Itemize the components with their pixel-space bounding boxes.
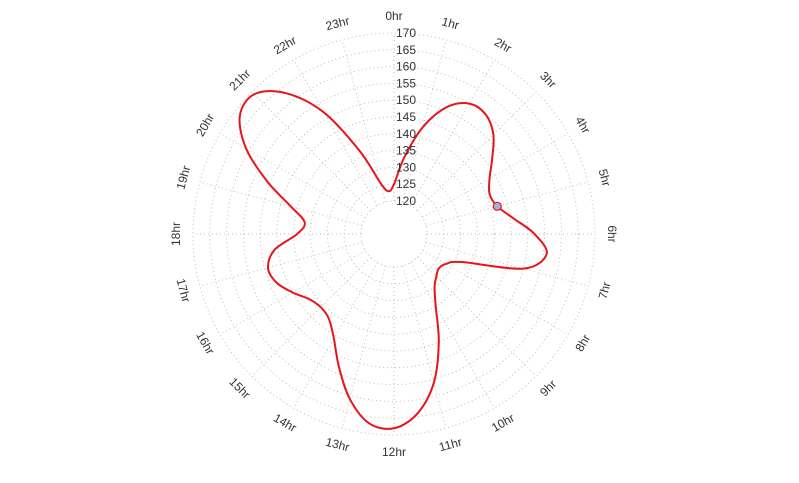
hour-label-18: 18hr	[169, 222, 183, 246]
grid-ring-135	[310, 150, 478, 318]
hour-label-7: 7hr	[596, 280, 614, 300]
hour-label-10: 10hr	[489, 411, 517, 435]
hour-label-23: 23hr	[324, 14, 351, 34]
grid-spoke-21	[251, 91, 372, 212]
grid-spoke-20	[219, 133, 366, 218]
hour-label-19: 19hr	[174, 164, 194, 191]
hour-label-15: 15hr	[226, 375, 253, 402]
grid-ring-120	[360, 200, 428, 268]
grid-spoke-22	[293, 59, 378, 206]
radial-axis-ticks: 120 125 130 135 140 145 150 155 160 165 170	[396, 26, 416, 208]
grid-ring-165	[209, 49, 579, 419]
hour-label-14: 14hr	[271, 411, 299, 435]
hour-label-21: 21hr	[226, 66, 253, 93]
hour-label-2: 2hr	[492, 35, 514, 56]
grid-ring-130	[326, 166, 462, 302]
hour-label-17: 17hr	[174, 277, 194, 304]
radial-tick-label-170: 170	[396, 26, 416, 40]
grid-spoke-15	[251, 256, 372, 377]
radial-tick-label-125: 125	[396, 177, 416, 191]
hour-label-11: 11hr	[437, 435, 463, 455]
grid-spoke-23	[341, 39, 386, 203]
hour-label-3: 3hr	[537, 69, 559, 91]
hour-label-22: 22hr	[271, 33, 299, 57]
grid-spoke-2	[410, 59, 495, 206]
hour-label-1: 1hr	[440, 14, 460, 32]
hour-label-5: 5hr	[596, 167, 614, 187]
grid-spoke-11	[402, 265, 447, 429]
grid-spoke-4	[422, 133, 569, 218]
radial-tick-label-145: 145	[396, 110, 416, 124]
hour-label-16: 16hr	[193, 329, 217, 357]
grid-spoke-14	[293, 262, 378, 409]
grid-spoke-3	[416, 91, 537, 212]
highlight-point-marker[interactable]	[492, 201, 502, 211]
radial-tick-label-135: 135	[396, 144, 416, 158]
hour-label-13: 13hr	[324, 435, 351, 455]
hour-label-0: 0hr	[385, 9, 402, 23]
hour-label-9: 9hr	[537, 377, 559, 399]
grid	[192, 32, 596, 436]
grid-spoke-1	[402, 39, 447, 203]
radial-tick-label-160: 160	[396, 60, 416, 74]
radial-tick-label-165: 165	[396, 43, 416, 57]
grid-spoke-19	[199, 181, 363, 226]
series-layer	[238, 90, 548, 430]
hour-label-4: 4hr	[572, 114, 593, 136]
grid-ring-140	[293, 133, 495, 335]
series-line-0	[238, 90, 548, 430]
grid-spoke-5	[425, 181, 589, 226]
grid-spoke-7	[425, 242, 589, 287]
radial-tick-label-155: 155	[396, 76, 416, 90]
grid-ring-155	[242, 82, 546, 386]
radial-tick-label-140: 140	[396, 127, 416, 141]
grid-spoke-9	[416, 256, 537, 377]
grid-spoke-10	[410, 262, 495, 409]
radial-tick-label-120: 120	[396, 194, 416, 208]
grid-spoke-17	[199, 242, 363, 287]
grid-spoke-13	[341, 265, 386, 429]
hour-label-6: 6hr	[605, 225, 619, 242]
radial-tick-label-130: 130	[396, 160, 416, 174]
hour-label-8: 8hr	[572, 332, 593, 354]
radial-tick-label-150: 150	[396, 93, 416, 107]
grid-ring-170	[192, 32, 596, 436]
hour-label-20: 20hr	[193, 111, 217, 139]
grid-ring-160	[226, 66, 562, 402]
hour-label-12: 12hr	[382, 445, 406, 459]
